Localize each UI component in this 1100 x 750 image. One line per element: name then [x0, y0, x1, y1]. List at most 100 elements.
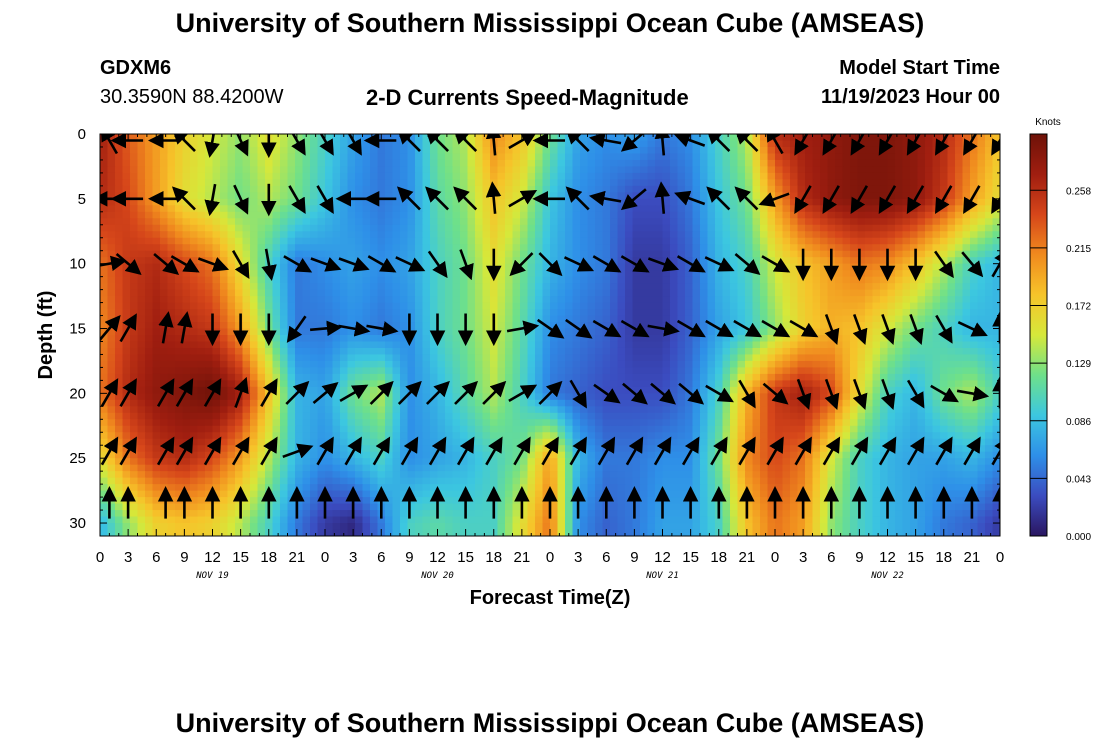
y-tick-label: 0: [78, 126, 86, 143]
current-arrow: [203, 436, 222, 466]
chart-subtitle: 2-D Currents Speed-Magnitude: [366, 85, 689, 110]
colorbar-tick-label: 0.215: [1066, 244, 1091, 255]
current-arrow: [761, 319, 791, 338]
y-tick-label: 5: [78, 191, 86, 208]
colorbar-tick-label: 0.043: [1066, 474, 1091, 485]
current-arrow: [119, 378, 137, 407]
x-tick-label: 15: [907, 549, 924, 566]
current-arrow: [650, 382, 676, 405]
current-arrow: [100, 436, 119, 466]
x-tick-label: 0: [771, 549, 779, 566]
current-arrow: [427, 250, 448, 279]
current-arrow: [653, 436, 672, 466]
current-arrow: [880, 378, 896, 410]
current-arrow: [676, 255, 706, 273]
current-arrow: [563, 256, 595, 272]
current-arrow: [963, 185, 981, 215]
current-arrow: [620, 255, 650, 273]
current-arrow: [597, 436, 616, 466]
x-tick-label: 9: [405, 549, 413, 566]
current-arrow: [171, 186, 196, 211]
x-tick-label: 21: [514, 549, 531, 566]
x-tick-label: 18: [260, 549, 277, 566]
current-arrow: [175, 436, 194, 466]
current-arrow: [569, 379, 587, 409]
x-tick-label: 15: [457, 549, 474, 566]
current-arrow: [459, 249, 474, 281]
current-arrow: [338, 321, 371, 337]
current-arrow: [397, 380, 422, 405]
current-arrow: [425, 380, 450, 405]
station-id: GDXM6: [100, 57, 172, 79]
current-arrow: [593, 383, 621, 404]
x-day-label: NOV 21: [645, 571, 679, 581]
y-tick-label: 30: [69, 515, 86, 532]
current-arrow: [395, 256, 426, 272]
x-tick-label: 3: [124, 549, 132, 566]
current-arrow: [852, 378, 868, 410]
current-arrow: [285, 380, 310, 405]
current-arrow: [588, 190, 622, 207]
current-arrow: [366, 321, 399, 337]
footer-title: University of Southern Mississippi Ocean…: [175, 708, 925, 738]
current-arrow: [309, 320, 343, 337]
current-arrow: [119, 436, 137, 466]
current-arrow: [991, 196, 1000, 215]
current-arrow: [204, 183, 220, 217]
current-arrow: [506, 320, 540, 336]
x-axis-title: Forecast Time(Z): [470, 587, 631, 609]
current-arrow: [824, 313, 840, 346]
current-arrow: [428, 436, 447, 466]
y-tick-label: 10: [69, 256, 86, 273]
colorbar-tick-label: 0.172: [1066, 302, 1091, 313]
current-arrow: [508, 384, 538, 403]
current-arrow: [115, 253, 142, 275]
current-arrow: [647, 321, 680, 337]
x-tick-label: 21: [964, 549, 981, 566]
current-arrow: [316, 436, 334, 466]
current-arrow: [485, 181, 502, 214]
current-arrow: [592, 255, 622, 273]
current-arrow: [286, 315, 307, 343]
current-arrow: [625, 436, 644, 466]
current-arrow: [170, 255, 200, 273]
x-tick-label: 9: [630, 549, 638, 566]
colorbar-tick-label: 0.000: [1066, 532, 1091, 543]
x-tick-label: 21: [739, 549, 756, 566]
current-arrow: [852, 313, 868, 346]
current-arrow: [565, 186, 590, 211]
x-tick-label: 9: [180, 549, 188, 566]
x-tick-label: 0: [546, 549, 554, 566]
x-tick-label: 6: [602, 549, 610, 566]
current-arrow: [824, 378, 840, 410]
current-arrow: [282, 443, 314, 459]
current-arrow: [231, 436, 250, 466]
current-arrow: [674, 190, 706, 206]
current-arrow: [485, 436, 503, 466]
current-arrow: [963, 436, 981, 466]
current-arrow: [705, 319, 734, 338]
x-tick-label: 18: [485, 549, 502, 566]
current-arrow: [261, 248, 277, 281]
current-arrow: [538, 252, 563, 277]
colorbar-tick-label: 0.129: [1066, 359, 1091, 370]
current-arrow: [482, 380, 507, 405]
current-arrow: [339, 384, 369, 403]
current-arrow: [761, 255, 791, 273]
x-tick-label: 0: [321, 549, 329, 566]
current-arrow: [396, 186, 421, 211]
current-arrow: [177, 311, 193, 344]
current-arrow: [935, 436, 953, 466]
model-start-value: 11/19/2023 Hour 00: [820, 86, 1000, 108]
current-arrow: [822, 185, 840, 215]
current-arrow: [100, 255, 127, 272]
current-arrow: [796, 378, 812, 410]
current-arrow: [538, 380, 563, 405]
current-arrow: [310, 257, 342, 272]
current-arrow: [119, 313, 137, 343]
current-arrow: [288, 185, 306, 215]
current-arrow: [372, 436, 391, 466]
current-arrow: [961, 251, 984, 278]
x-day-label: NOV 19: [195, 571, 229, 581]
current-arrow: [312, 382, 339, 404]
